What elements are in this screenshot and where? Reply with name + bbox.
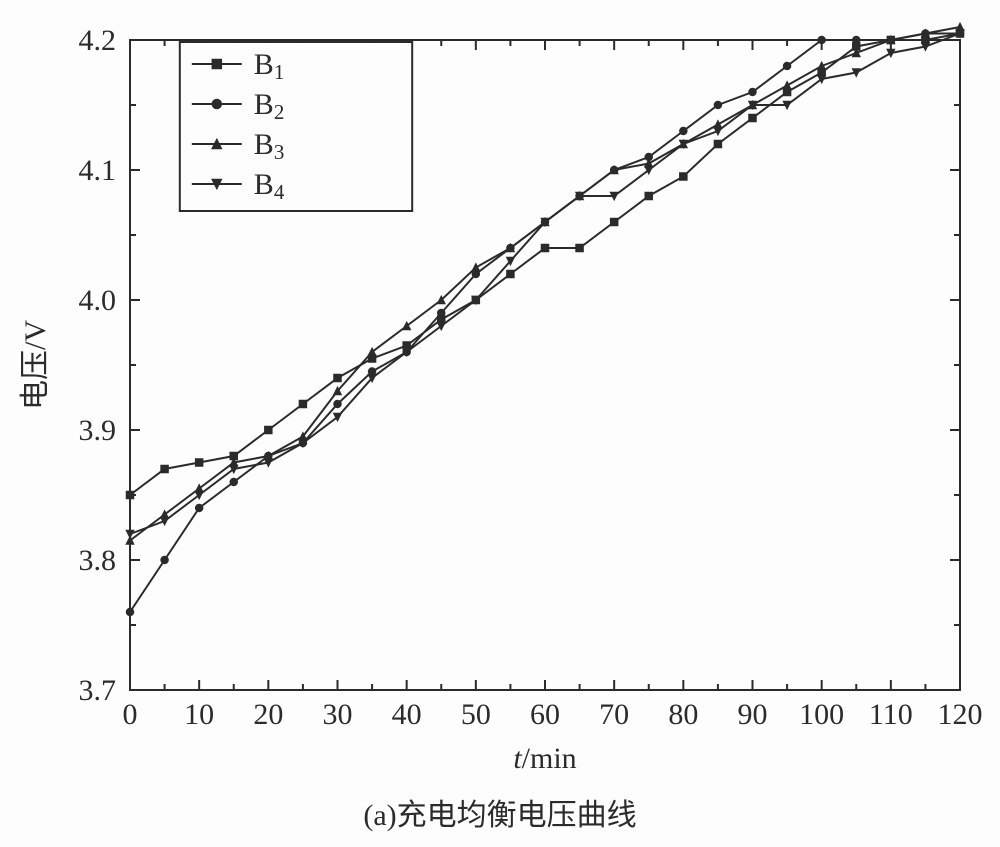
y-tick-label: 3.7: [79, 674, 117, 707]
chart-svg: 0 10 20 30 40 50 60 70 80 90 100 110 120 t/min 3.7 3.8 3…: [0, 0, 1000, 847]
x-tick-label: 30: [323, 698, 353, 731]
x-tick-label: 40: [392, 698, 422, 731]
x-tick-label: 10: [184, 698, 214, 731]
y-tick-label: 3.8: [79, 544, 117, 577]
y-tick-label: 4.1: [79, 154, 117, 187]
x-tick-label: 80: [668, 698, 698, 731]
x-tick-label: 90: [738, 698, 768, 731]
x-axis-label: t/min: [513, 742, 576, 775]
x-tick-label: 0: [123, 698, 138, 731]
y-tick-label: 4.2: [79, 24, 117, 57]
x-tick-label: 120: [938, 698, 983, 731]
legend: B1B2B3B4: [180, 42, 412, 211]
x-tick-label: 20: [253, 698, 283, 731]
x-tick-label: 110: [869, 698, 913, 731]
y-tick-label: 3.9: [79, 414, 117, 447]
x-tick-label: 100: [799, 698, 844, 731]
x-tick-label: 70: [599, 698, 629, 731]
x-tick-label: 60: [530, 698, 560, 731]
chart-root: 0 10 20 30 40 50 60 70 80 90 100 110 120 t/min 3.7 3.8 3…: [0, 0, 1000, 847]
y-tick-label: 4.0: [79, 284, 117, 317]
chart-caption: (a)充电均衡电压曲线: [363, 799, 636, 832]
y-axis-label: 电压/V: [19, 320, 52, 410]
x-tick-label: 50: [461, 698, 491, 731]
